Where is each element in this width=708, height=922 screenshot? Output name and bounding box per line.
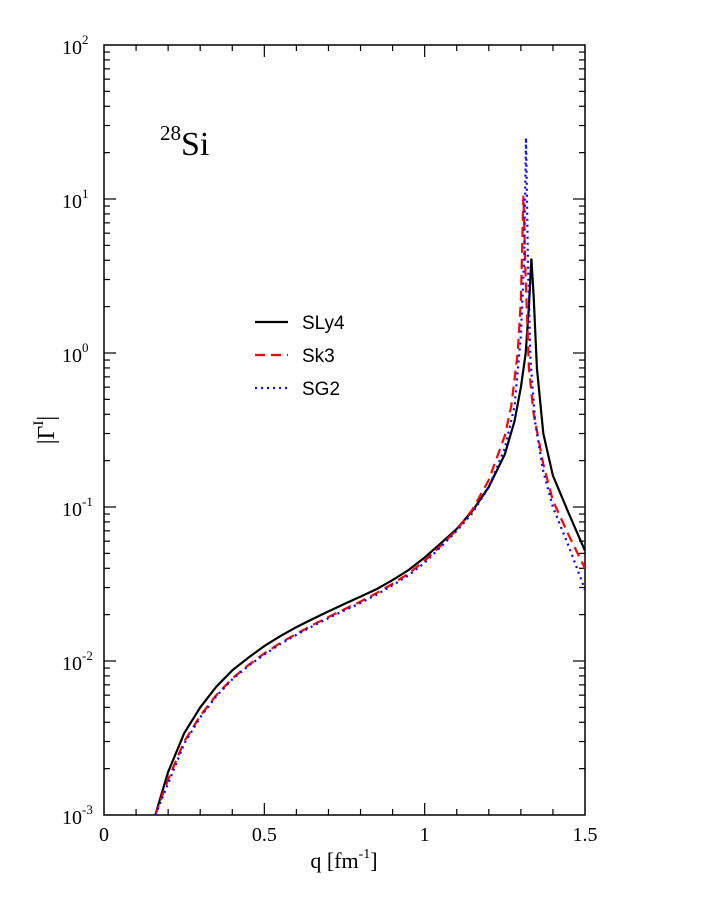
x-tick-label: 0.5 [252,824,277,846]
element-symbol: Si [181,126,209,163]
y-tick-label: 10-2 [62,648,93,675]
x-tick-label: 0 [99,824,109,846]
y-axis-label-sup: I [31,421,47,426]
legend-label-sk3: Sk3 [302,346,335,367]
y-tick-label: 101 [62,186,89,213]
tick-marks [104,45,585,815]
y-tick-label: 102 [62,32,89,59]
plot-frame [103,44,586,816]
x-tick-label: 1.5 [573,824,598,846]
nucleus-annotation: 28Si [160,121,209,163]
x-tick-label: 1 [420,824,430,846]
y-tick-label: 10-3 [62,802,93,829]
series-line-sly4 [154,258,585,815]
y-tick-labels: 10-3 10-2 10-1 100 101 102 [62,32,93,829]
legend-label-sg2: SG2 [302,379,340,400]
series-line-sk3 [154,195,585,815]
y-tick-label: 100 [62,340,89,367]
y-tick-label: 10-1 [62,494,93,521]
x-axis-label: q [fm-1] [310,847,377,873]
mass-number: 28 [160,121,181,145]
legend: SLy4 Sk3 SG2 [255,313,345,400]
x-axis-label-sup: -1 [359,847,371,862]
x-tick-labels: 0 0.5 1 1.5 [99,824,598,846]
legend-label-sly4: SLy4 [302,313,345,334]
series-line-sg2 [154,137,585,815]
y-axis-label: |ΓI| [31,416,60,445]
series-lines [154,137,585,815]
